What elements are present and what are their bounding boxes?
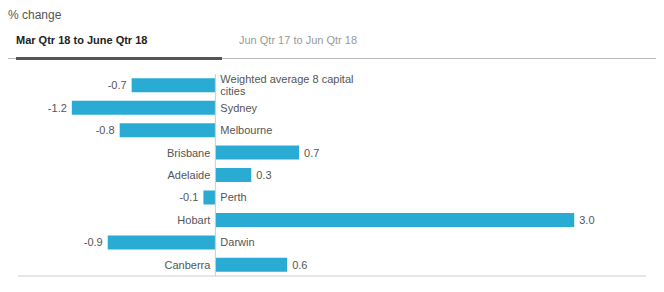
svg-text:Adelaide: Adelaide — [168, 169, 211, 181]
html-text:Jun Qtr 17 to Jun Qtr 18: Jun Qtr 17 to Jun Qtr 18 — [239, 34, 357, 46]
svg-text:Darwin: Darwin — [220, 236, 254, 248]
svg-text:-0.1: -0.1 — [179, 191, 198, 203]
svg-text:0.7: 0.7 — [304, 147, 319, 159]
svg-text:0.3: 0.3 — [256, 169, 271, 181]
svg-text:Hobart: Hobart — [177, 214, 210, 226]
html-text:% change: % change — [8, 8, 62, 22]
svg-text:0.6: 0.6 — [292, 259, 307, 271]
svg-text:3.0: 3.0 — [579, 214, 594, 226]
svg-text:Perth: Perth — [220, 191, 246, 203]
svg-text:-0.7: -0.7 — [108, 79, 127, 91]
svg-text:-0.8: -0.8 — [96, 124, 115, 136]
svg-text:-0.9: -0.9 — [84, 236, 103, 248]
svg-text:-1.2: -1.2 — [48, 102, 67, 114]
svg-text:Weighted average 8 capitalciti: Weighted average 8 capitalcities — [220, 73, 353, 97]
svg-text:Sydney: Sydney — [220, 102, 257, 114]
svg-text:Melbourne: Melbourne — [220, 124, 272, 136]
svg-text:Canberra: Canberra — [165, 259, 212, 271]
svg-text:Brisbane: Brisbane — [167, 147, 210, 159]
html-text:Mar Qtr 18 to June Qtr 18: Mar Qtr 18 to June Qtr 18 — [16, 34, 148, 46]
